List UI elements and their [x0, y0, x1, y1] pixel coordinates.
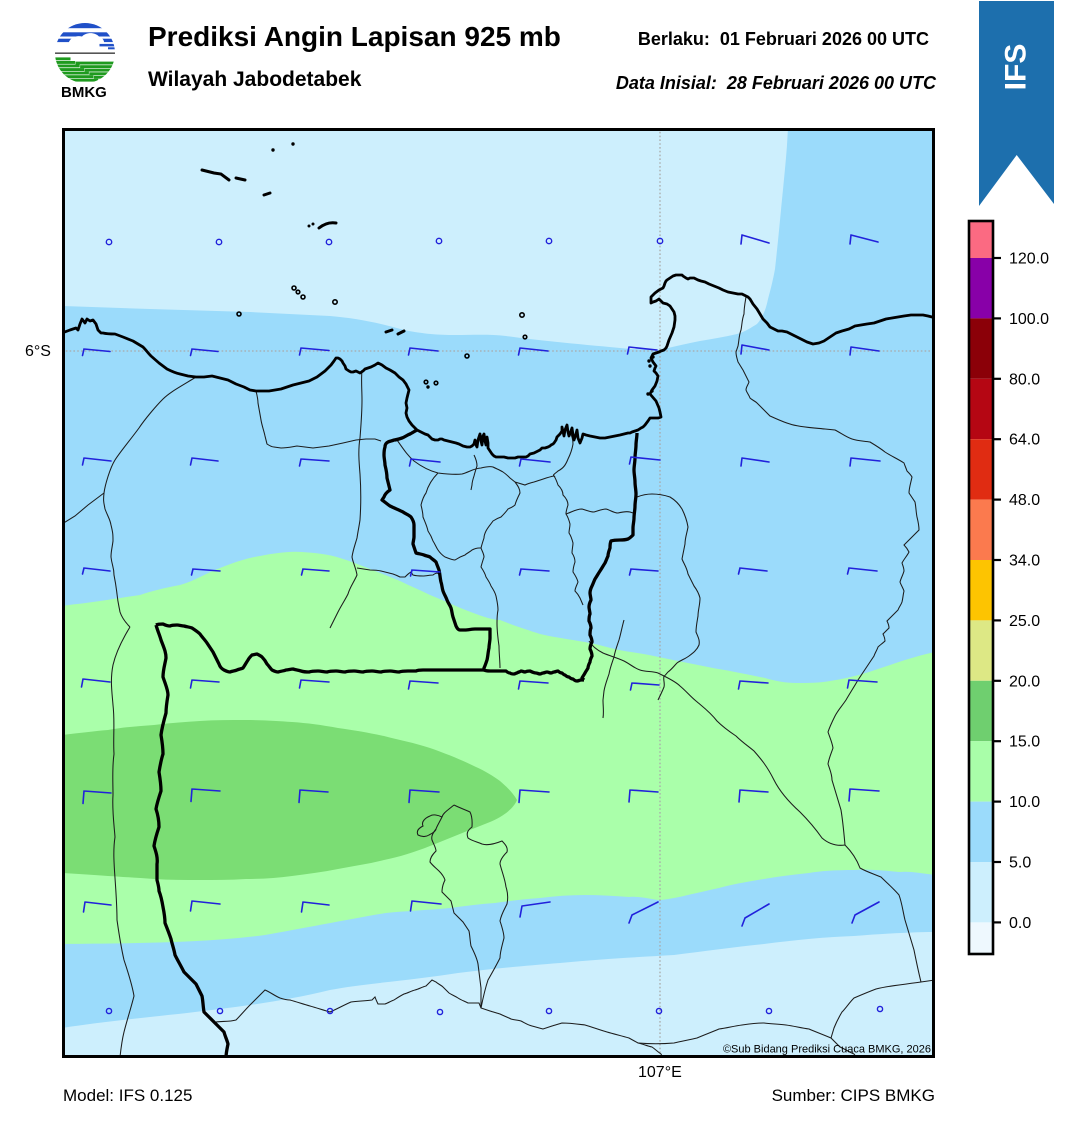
svg-text:IFS: IFS	[1000, 44, 1033, 91]
svg-text:20.0: 20.0	[1009, 673, 1040, 690]
svg-text:25.0: 25.0	[1009, 613, 1040, 630]
svg-text:10.0: 10.0	[1009, 794, 1040, 811]
svg-text:120.0: 120.0	[1009, 251, 1049, 268]
svg-text:5.0: 5.0	[1009, 855, 1031, 872]
svg-text:15.0: 15.0	[1009, 734, 1040, 751]
svg-text:64.0: 64.0	[1009, 432, 1040, 449]
svg-text:©Sub Bidang Prediksi Cuaca BMK: ©Sub Bidang Prediksi Cuaca BMKG, 2026	[723, 1044, 931, 1056]
svg-text:0.0: 0.0	[1009, 915, 1031, 932]
svg-text:48.0: 48.0	[1009, 492, 1040, 509]
svg-text:80.0: 80.0	[1009, 371, 1040, 388]
svg-text:34.0: 34.0	[1009, 553, 1040, 570]
svg-text:100.0: 100.0	[1009, 311, 1049, 328]
